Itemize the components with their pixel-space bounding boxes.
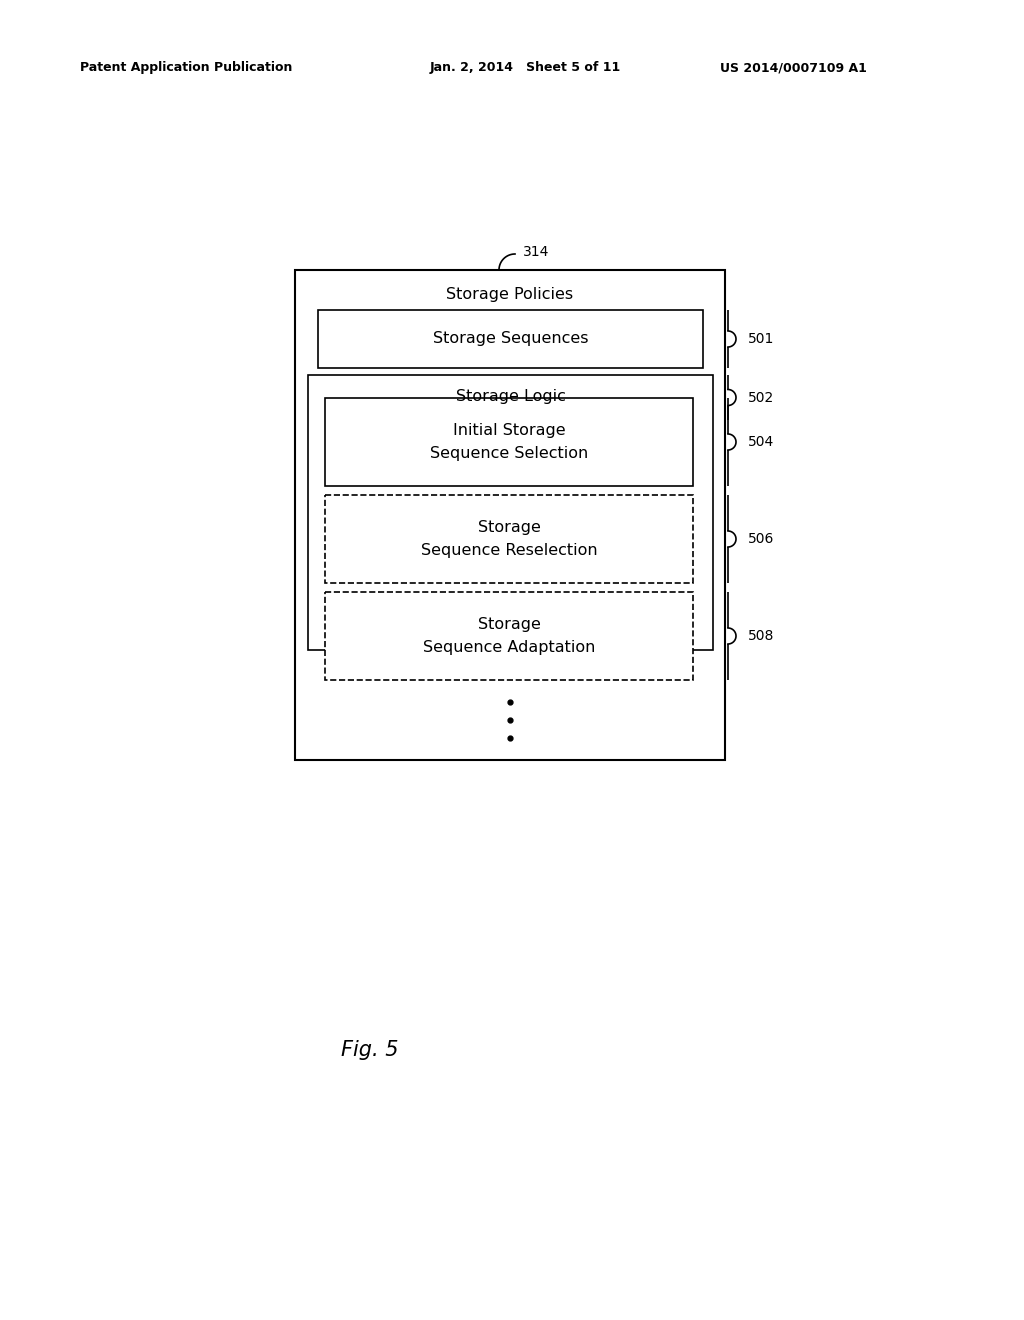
Text: 506: 506 — [748, 532, 774, 546]
Text: Storage Sequences: Storage Sequences — [433, 331, 588, 346]
Bar — [308, 375, 713, 649]
Text: 508: 508 — [748, 630, 774, 643]
Text: Patent Application Publication: Patent Application Publication — [80, 62, 293, 74]
Text: Storage
Sequence Adaptation: Storage Sequence Adaptation — [423, 618, 595, 655]
Bar — [318, 310, 703, 368]
Bar — [295, 271, 725, 760]
Bar — [325, 495, 693, 583]
Text: 504: 504 — [748, 436, 774, 449]
Text: Storage Logic: Storage Logic — [456, 389, 565, 404]
Text: US 2014/0007109 A1: US 2014/0007109 A1 — [720, 62, 867, 74]
Text: Jan. 2, 2014   Sheet 5 of 11: Jan. 2, 2014 Sheet 5 of 11 — [430, 62, 622, 74]
Bar — [325, 591, 693, 680]
Text: Storage Policies: Storage Policies — [446, 286, 573, 301]
Text: 502: 502 — [748, 391, 774, 404]
Text: Fig. 5: Fig. 5 — [341, 1040, 398, 1060]
Text: 314: 314 — [523, 246, 549, 259]
Text: Initial Storage
Sequence Selection: Initial Storage Sequence Selection — [430, 424, 588, 461]
Text: Storage
Sequence Reselection: Storage Sequence Reselection — [421, 520, 597, 557]
Bar — [325, 399, 693, 486]
Text: 501: 501 — [748, 333, 774, 346]
